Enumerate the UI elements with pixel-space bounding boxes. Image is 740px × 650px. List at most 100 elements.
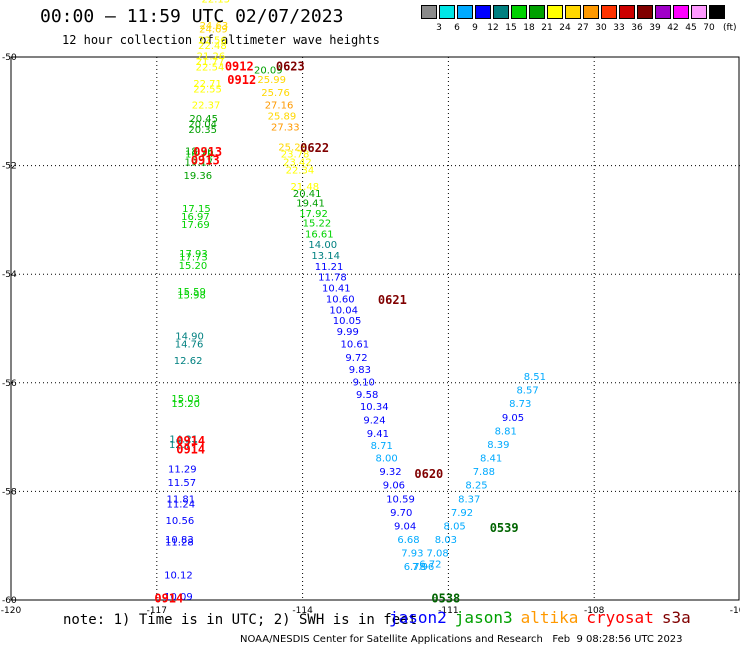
x-tick-label: -108: [584, 606, 605, 616]
wave-height-value: 10.12: [164, 570, 193, 581]
cycle-label: 0912: [227, 73, 256, 87]
wave-height-value: 18.76: [185, 147, 214, 158]
wave-height-value: 8.73: [509, 399, 531, 410]
wave-height-value: 11.24: [167, 500, 196, 511]
satellite-legend-item: jason2: [389, 608, 447, 627]
wave-height-value: 10.61: [341, 340, 370, 351]
wave-height-value: 10.09: [164, 592, 193, 603]
legend-label: 12: [487, 23, 499, 33]
legend-label: 6: [454, 23, 460, 33]
legend-label: 42: [667, 23, 679, 33]
wave-height-value: 12.62: [174, 356, 203, 367]
wave-height-value: 17.69: [181, 220, 210, 231]
satellite-legend: jason2 jason3 altika cryosat s3a: [389, 608, 699, 627]
satellite-legend-item: cryosat: [586, 608, 654, 627]
wave-height-value: 11.57: [167, 478, 196, 489]
wave-height-value: 14.90: [175, 331, 204, 342]
wave-height-value: 20.09: [254, 65, 283, 76]
legend-swatch: [691, 5, 707, 19]
wave-height-value: 15.20: [171, 399, 200, 410]
wave-height-value: 10.59: [386, 494, 415, 505]
y-tick-label: -54: [2, 270, 17, 280]
y-tick-label: -50: [2, 53, 17, 63]
wave-height-value: 11.21: [315, 262, 344, 273]
wave-height-value: 8.81: [495, 426, 517, 437]
legend-swatch: [547, 5, 563, 19]
wave-height-value: 25.26: [278, 142, 307, 153]
wave-height-value: 13.14: [311, 251, 340, 262]
cycle-label: 0621: [378, 293, 407, 307]
wave-height-value: 22.54: [196, 63, 225, 74]
wave-height-value: 24.63: [200, 21, 229, 32]
wave-height-value: 14.00: [308, 240, 337, 251]
wave-height-value: 7.96: [412, 562, 434, 573]
cycle-label: 0914: [176, 442, 205, 456]
wave-height-value: 11.28: [165, 538, 194, 549]
wave-height-value: 19.36: [184, 171, 213, 182]
wave-height-value: 10.60: [326, 294, 355, 305]
legend-swatch: [439, 5, 455, 19]
wave-height-value: 11.78: [318, 273, 347, 284]
legend-label: 33: [613, 23, 625, 33]
wave-height-value: 8.00: [376, 454, 398, 465]
wave-height-value: 7.88: [473, 467, 495, 478]
legend-label: 15: [505, 23, 517, 33]
x-tick-label: -111: [438, 606, 458, 616]
cycle-label: 0623: [276, 60, 305, 74]
legend-label: 36: [631, 23, 643, 33]
x-tick-label: -117: [147, 606, 167, 616]
y-tick-label: -60: [2, 596, 17, 606]
wave-height-value: 23.78: [281, 149, 310, 160]
legend-swatch: [583, 5, 599, 19]
wave-height-value: 17.92: [299, 209, 328, 220]
chart-subtitle: 12 hour collection of altimeter wave hei…: [62, 33, 380, 47]
wave-height-value: 25.76: [261, 88, 290, 99]
wave-height-value: 8.57: [516, 386, 538, 397]
wave-height-value: 9.70: [390, 508, 412, 519]
wave-height-value: 10.56: [166, 516, 195, 527]
legend-label: 3: [436, 23, 442, 33]
legend-swatch: [655, 5, 671, 19]
wave-height-value: 15.22: [303, 218, 332, 229]
wave-height-value: 10.34: [360, 402, 389, 413]
wave-height-value: 6.78: [404, 562, 426, 573]
wave-height-value: 8.05: [444, 521, 466, 532]
wave-height-value: 20.35: [188, 125, 217, 136]
legend-swatch: [421, 5, 437, 19]
wave-height-value: 10.83: [165, 535, 194, 546]
wave-height-value: 21.26: [197, 52, 226, 63]
legend-swatch: [619, 5, 635, 19]
wave-height-value: 9.99: [337, 327, 359, 338]
wave-height-value: 7.93: [401, 549, 423, 560]
wave-height-value: 7.08: [427, 549, 449, 560]
wave-height-value: 9.41: [367, 429, 389, 440]
cycle-label: 0914: [154, 592, 183, 606]
wave-height-value: 17.73: [179, 253, 208, 264]
legend-swatch: [475, 5, 491, 19]
wave-height-value: 8.51: [524, 372, 546, 383]
wave-height-value: 9.72: [345, 353, 367, 364]
wave-height-value: 12.77: [169, 440, 198, 451]
wave-height-value: 8.41: [480, 454, 502, 465]
legend-unit: (ft): [723, 23, 737, 33]
plot-frame: [10, 56, 740, 601]
cycle-label: 0622: [300, 141, 329, 155]
x-tick-label: -105: [730, 606, 740, 616]
wave-height-value: 10.41: [322, 284, 351, 295]
legend-label: 21: [541, 23, 553, 33]
legend-label: 39: [649, 23, 661, 33]
cycle-label: 0620: [414, 467, 443, 481]
wave-height-value: 9.58: [356, 390, 378, 401]
wave-height-value: 15.59: [177, 287, 206, 298]
legend-swatch: [511, 5, 527, 19]
wave-height-value: 9.10: [353, 378, 375, 389]
cycle-label: 0914: [176, 434, 205, 448]
satellite-legend-item: jason3: [454, 608, 513, 627]
wave-height-value: 17.15: [182, 204, 211, 215]
wave-height-value: 8.39: [487, 440, 509, 451]
wave-height-value: 21.48: [290, 182, 319, 193]
wave-height-value: 24.69: [199, 25, 228, 36]
wave-height-value: 9.05: [502, 413, 524, 424]
wave-height-value: 9.32: [379, 467, 401, 478]
wave-height-value: 22.48: [198, 41, 227, 52]
